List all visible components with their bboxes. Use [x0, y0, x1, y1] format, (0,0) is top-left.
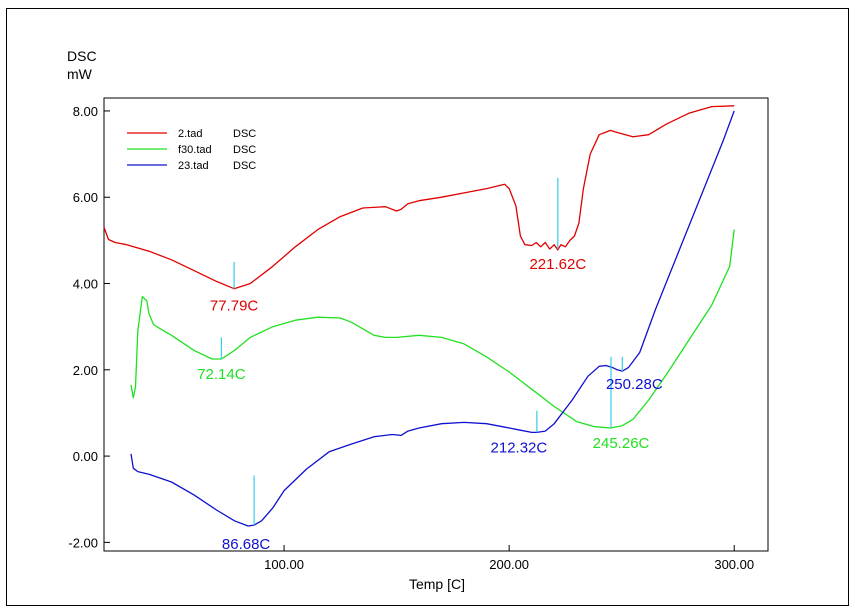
x-axis-title: Temp [C] — [409, 576, 465, 592]
axis-ticks: 100.00 200.00 300.00 -2.00 0.00 2.00 4.00 6.00 8… — [68, 104, 754, 572]
y-tick-label: 8.00 — [73, 104, 98, 119]
x-tick-label: 300.00 — [714, 557, 754, 572]
peak-label: 212.32C — [491, 439, 548, 456]
x-tick-label: 100.00 — [264, 557, 304, 572]
legend-series-name: 2.tad — [178, 128, 202, 140]
y-tick-label: 0.00 — [73, 449, 98, 464]
series-line-23-tad — [130, 110, 735, 527]
y-tick-label: 4.00 — [73, 277, 98, 292]
peak-markers: 77.79C 221.62C 72.14C 245.26C 86.68C 212.32C 2… — [197, 177, 663, 553]
series-line-f30-tad — [130, 229, 735, 429]
x-tick-label: 200.00 — [489, 557, 529, 572]
peak-label: 72.14C — [197, 366, 246, 383]
legend-series-name: f30.tad — [178, 144, 212, 156]
peak-label: 221.62C — [529, 256, 586, 273]
y-tick-label: -2.00 — [68, 535, 98, 550]
y-tick-label: 2.00 — [73, 363, 98, 378]
legend-series-suffix: DSC — [233, 144, 256, 156]
chart-frame: DSC mW Temp [C] 100.00 200.00 300.00 -2.00 0… — [6, 8, 849, 606]
y-axis-title-line2: mW — [67, 66, 93, 82]
legend-series-suffix: DSC — [233, 160, 256, 172]
dsc-chart: DSC mW Temp [C] 100.00 200.00 300.00 -2.00 0… — [67, 48, 769, 592]
plot-area — [103, 97, 769, 552]
legend-series-name: 23.tad — [178, 160, 209, 172]
y-axis-title-line1: DSC — [67, 48, 97, 64]
legend: 2.tad DSC f30.tad DSC 23.tad DSC — [127, 128, 256, 172]
peak-label: 250.28C — [606, 376, 663, 393]
peak-label: 77.79C — [210, 298, 259, 315]
legend-series-suffix: DSC — [233, 128, 256, 140]
series-line-2-tad — [103, 105, 735, 290]
y-tick-label: 6.00 — [73, 190, 98, 205]
peak-label: 245.26C — [593, 435, 650, 452]
peak-label: 86.68C — [222, 536, 271, 553]
series-lines — [103, 105, 735, 527]
